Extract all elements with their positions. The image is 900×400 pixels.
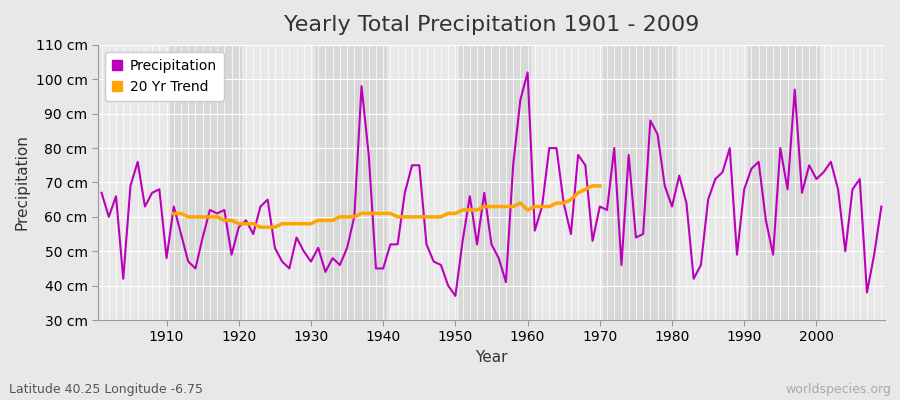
Text: worldspecies.org: worldspecies.org [785,383,891,396]
Bar [387,45,459,320]
Bar [603,45,676,320]
Text: Latitude 40.25 Longitude -6.75: Latitude 40.25 Longitude -6.75 [9,383,203,396]
Y-axis label: Precipitation: Precipitation [15,134,30,230]
Bar [748,45,820,320]
Bar [459,45,531,320]
Bar [242,45,315,320]
Bar [315,45,387,320]
Bar [98,45,170,320]
Bar [820,45,885,320]
Legend: Precipitation, 20 Yr Trend: Precipitation, 20 Yr Trend [105,52,224,101]
Bar [531,45,603,320]
Bar [676,45,748,320]
Bar [170,45,242,320]
X-axis label: Year: Year [475,350,508,365]
Title: Yearly Total Precipitation 1901 - 2009: Yearly Total Precipitation 1901 - 2009 [284,15,699,35]
